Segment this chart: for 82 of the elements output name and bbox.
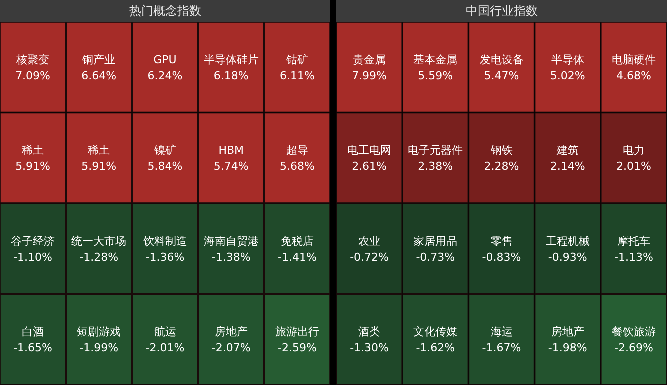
data-label: -0.73% — [416, 250, 456, 264]
data-label: 2.01% — [616, 160, 652, 174]
data-label: -1.30% — [350, 342, 390, 355]
category-label: 酒类 — [358, 326, 381, 339]
category-label: 饮料制造 — [142, 234, 188, 248]
category-label: 钢铁 — [490, 144, 513, 158]
text: 热门概念指数 — [129, 4, 202, 18]
data-label: -1.36% — [146, 250, 185, 264]
data-label: -2.59% — [278, 342, 317, 355]
data-label: -1.62% — [416, 342, 456, 355]
data-label: 4.68% — [616, 69, 652, 82]
data-label: 2.38% — [418, 160, 454, 174]
data-label: 5.84% — [148, 160, 183, 174]
category-label: 电子元器件 — [408, 144, 464, 158]
category-label: 航运 — [154, 326, 176, 339]
data-label: -2.01% — [146, 342, 185, 355]
data-label: 5.91% — [16, 160, 51, 174]
data-label: -1.13% — [614, 250, 654, 264]
data-label: 6.18% — [214, 69, 249, 82]
data-label: -1.28% — [80, 250, 119, 264]
category-label: 半导体 — [551, 53, 584, 66]
category-label: 铜产业 — [82, 53, 116, 66]
category-label: 白酒 — [22, 326, 44, 339]
data-label: -1.41% — [278, 250, 317, 264]
data-label: -1.65% — [14, 342, 53, 355]
category-label: 免税店 — [280, 234, 314, 248]
data-label: -0.83% — [482, 250, 522, 264]
category-label: 电力 — [622, 144, 645, 158]
category-label: 海运 — [490, 326, 513, 339]
category-label: 超导 — [286, 144, 308, 158]
data-label: -2.07% — [212, 342, 251, 355]
data-label: -1.10% — [14, 250, 53, 264]
category-label: 基本金属 — [414, 53, 458, 66]
data-label: 6.64% — [82, 69, 117, 82]
category-label: 工程机械 — [546, 234, 590, 248]
data-label: 5.47% — [484, 69, 520, 82]
category-label: 钴矿 — [285, 53, 308, 66]
category-label: 房地产 — [214, 326, 248, 339]
data-label: -0.72% — [350, 250, 390, 264]
category-label: 餐饮旅游 — [612, 326, 656, 339]
data-label: 7.09% — [16, 69, 51, 82]
data-label: -1.38% — [212, 250, 251, 264]
data-label: 2.61% — [352, 160, 388, 174]
category-label: 海南自贸港 — [204, 234, 259, 248]
data-label: 7.99% — [352, 69, 388, 82]
category-label: 建筑 — [556, 144, 579, 158]
category-label: 家居用品 — [414, 234, 458, 248]
category-label: 摩托车 — [617, 234, 650, 248]
data-label: -0.93% — [548, 250, 588, 264]
category-label: 统一大市场 — [72, 234, 127, 248]
data-label: 5.59% — [418, 69, 454, 82]
category-label: HBM — [218, 144, 244, 158]
category-label: 稀土 — [88, 144, 110, 158]
category-label: 文化传媒 — [414, 326, 458, 339]
text: 中国行业指数 — [466, 4, 538, 18]
category-label: 电脑硬件 — [612, 53, 656, 66]
category-label: 谷子经济 — [11, 234, 56, 248]
data-label: 5.02% — [550, 69, 586, 82]
data-label: -1.98% — [548, 342, 588, 355]
category-label: 核聚变 — [16, 53, 50, 66]
data-label: 5.68% — [280, 160, 315, 174]
category-label: 房地产 — [551, 326, 584, 339]
data-label: 2.28% — [484, 160, 520, 174]
category-label: 半导体硅片 — [204, 53, 259, 66]
category-label: 零售 — [490, 234, 513, 248]
category-label: 镍矿 — [153, 144, 176, 158]
data-label: 5.91% — [82, 160, 117, 174]
category-label: 旅游出行 — [275, 326, 320, 339]
data-label: -2.69% — [614, 342, 654, 355]
data-label: 6.24% — [148, 69, 183, 82]
category-label: 短剧游戏 — [77, 326, 122, 339]
data-label: 6.11% — [280, 69, 315, 82]
data-label: 5.74% — [214, 160, 249, 174]
data-label: -1.99% — [80, 342, 119, 355]
data-label: 2.14% — [550, 160, 586, 174]
category-label: 发电设备 — [480, 53, 524, 66]
data-label: -1.67% — [482, 342, 522, 355]
category-label: 农业 — [358, 234, 381, 248]
category-label: 电工电网 — [348, 144, 392, 158]
category-label: 贵金属 — [353, 53, 386, 66]
category-label: GPU — [154, 53, 177, 66]
category-label: 稀土 — [22, 144, 44, 158]
